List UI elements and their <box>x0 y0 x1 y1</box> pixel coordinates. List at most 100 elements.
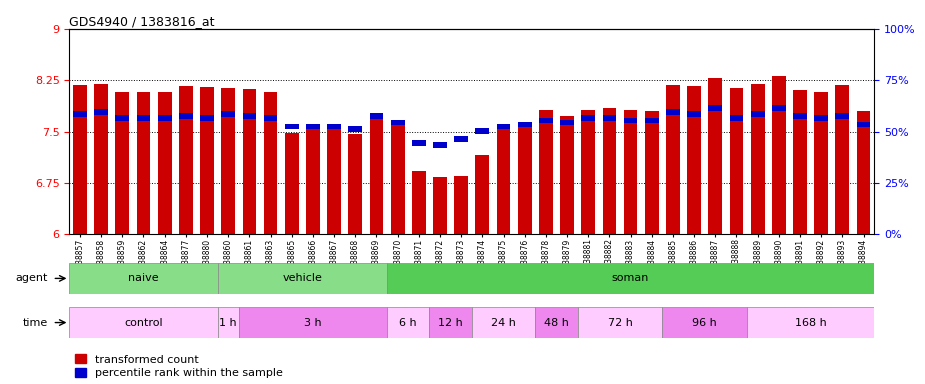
Text: 6 h: 6 h <box>400 318 417 328</box>
Bar <box>793 113 807 119</box>
Text: 1 h: 1 h <box>219 318 237 328</box>
Bar <box>475 128 489 134</box>
Bar <box>518 122 532 127</box>
Bar <box>73 85 87 234</box>
Bar <box>158 92 171 234</box>
Bar <box>623 118 637 123</box>
Bar <box>116 116 130 121</box>
Bar <box>662 307 747 338</box>
Bar <box>645 111 659 234</box>
Bar <box>602 108 616 234</box>
Text: naive: naive <box>129 273 159 283</box>
Bar <box>857 122 870 127</box>
Bar <box>772 105 785 111</box>
Bar <box>306 127 320 234</box>
Bar <box>536 307 577 338</box>
Bar <box>497 128 511 234</box>
Bar <box>242 113 256 119</box>
Bar <box>835 85 849 234</box>
Bar <box>94 84 108 234</box>
Bar <box>751 84 765 234</box>
Bar <box>179 113 192 119</box>
Bar <box>390 119 404 125</box>
Bar <box>412 171 426 234</box>
Text: 48 h: 48 h <box>544 318 569 328</box>
Bar <box>200 116 214 121</box>
Bar <box>602 116 616 121</box>
Bar <box>73 111 87 117</box>
Bar <box>454 136 468 142</box>
Bar <box>814 116 828 121</box>
Bar <box>239 307 387 338</box>
Bar <box>539 118 553 123</box>
Text: 72 h: 72 h <box>608 318 633 328</box>
Bar <box>221 88 235 234</box>
Bar <box>69 307 217 338</box>
Bar <box>306 124 320 129</box>
Bar <box>349 134 363 234</box>
Bar <box>370 113 383 234</box>
Bar <box>349 126 363 131</box>
Bar <box>687 111 701 117</box>
Bar <box>179 86 192 234</box>
Bar <box>327 124 341 129</box>
Bar <box>242 89 256 234</box>
Bar <box>412 140 426 146</box>
Bar <box>666 85 680 234</box>
Bar <box>390 121 404 234</box>
Bar <box>370 113 383 119</box>
Bar <box>581 109 595 234</box>
Bar <box>687 86 701 234</box>
Text: 96 h: 96 h <box>692 318 717 328</box>
Bar <box>709 78 722 234</box>
Bar <box>472 307 536 338</box>
Bar <box>793 90 807 234</box>
Bar <box>433 142 447 148</box>
Bar <box>69 263 217 294</box>
Bar <box>116 92 130 234</box>
Bar <box>539 109 553 234</box>
Bar <box>221 111 235 117</box>
Text: control: control <box>124 318 163 328</box>
Bar <box>264 92 278 234</box>
Bar <box>835 113 849 119</box>
Text: agent: agent <box>16 273 48 283</box>
Bar <box>497 124 511 129</box>
Bar <box>94 109 108 115</box>
Bar <box>200 87 214 234</box>
Bar <box>751 111 765 117</box>
Text: 168 h: 168 h <box>795 318 826 328</box>
Bar <box>730 88 744 234</box>
Text: time: time <box>23 318 48 328</box>
Text: vehicle: vehicle <box>282 273 322 283</box>
Bar <box>645 118 659 123</box>
Text: GDS4940 / 1383816_at: GDS4940 / 1383816_at <box>69 15 215 28</box>
Text: 12 h: 12 h <box>438 318 462 328</box>
Bar <box>387 307 429 338</box>
Bar <box>217 307 239 338</box>
Bar <box>577 307 662 338</box>
Bar <box>433 177 447 234</box>
Bar <box>772 76 785 234</box>
Bar <box>285 133 299 234</box>
Bar <box>387 263 874 294</box>
Bar <box>158 116 171 121</box>
Bar <box>561 116 574 234</box>
Bar <box>137 116 151 121</box>
Bar <box>285 124 299 129</box>
Text: soman: soman <box>612 273 649 283</box>
Bar <box>666 109 680 115</box>
Bar <box>730 116 744 121</box>
Bar <box>561 119 574 125</box>
Bar <box>857 111 870 234</box>
Bar <box>814 92 828 234</box>
Bar <box>454 176 468 234</box>
Bar <box>709 105 722 111</box>
Text: 24 h: 24 h <box>491 318 516 328</box>
Bar <box>429 307 472 338</box>
Bar <box>581 116 595 121</box>
Bar <box>623 109 637 234</box>
Legend: transformed count, percentile rank within the sample: transformed count, percentile rank withi… <box>75 354 283 379</box>
Bar <box>518 127 532 234</box>
Bar <box>137 92 151 234</box>
